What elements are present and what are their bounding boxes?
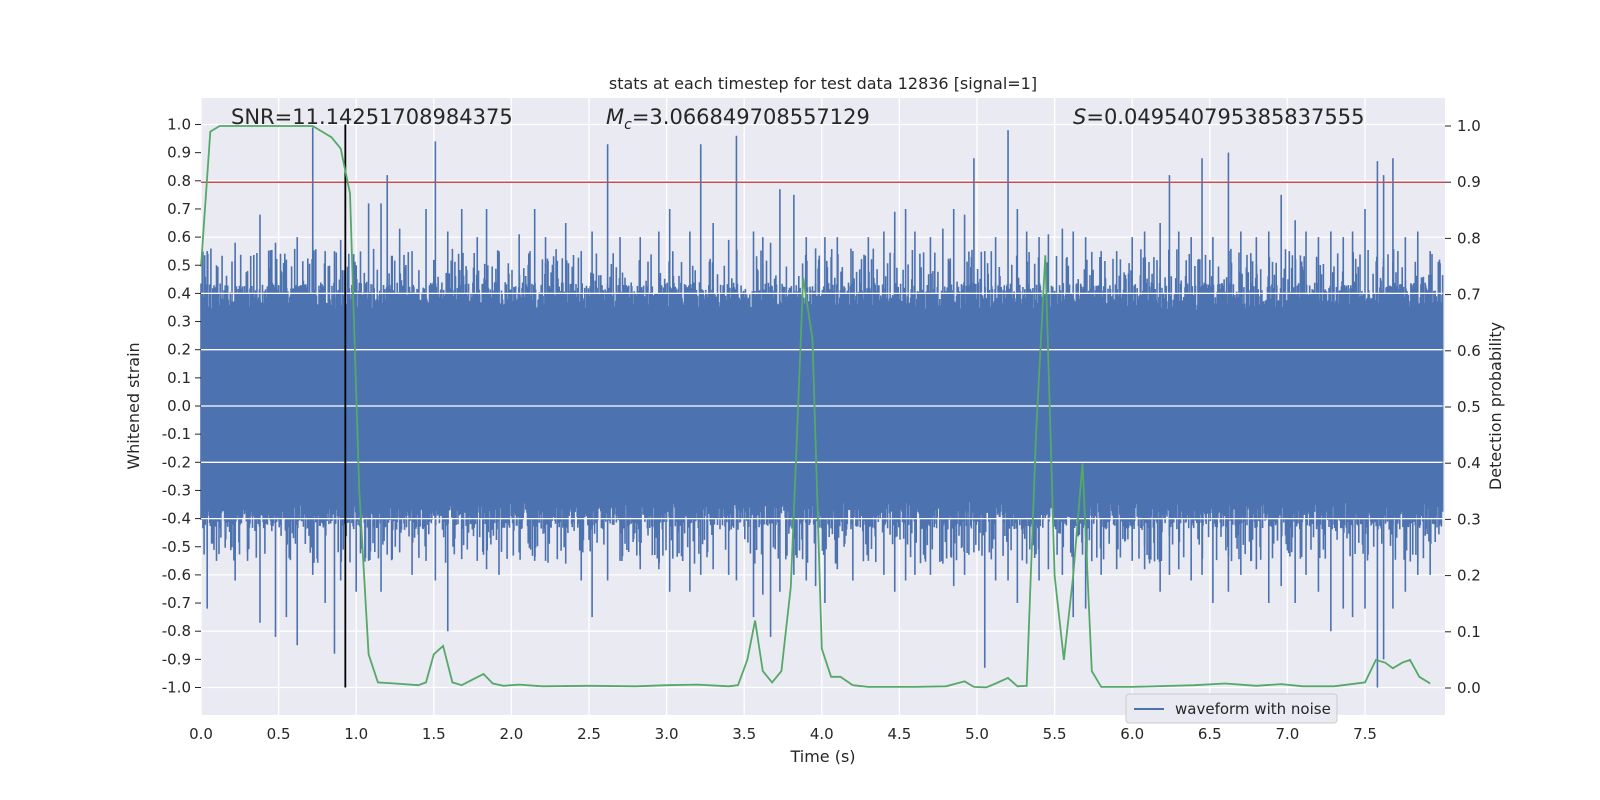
y-tick-label: -0.7 [162,594,191,612]
y-right-tick-label: 0.6 [1457,342,1481,360]
x-tick-label: 0.5 [267,725,291,743]
s-value: =0.049540795385837555 [1086,105,1364,129]
y-tick-label: 1.0 [167,116,191,134]
y-right-tick-label: 0.2 [1457,567,1481,585]
y-tick-label: 0.1 [167,369,191,387]
chirp-mass-symbol: M [606,105,624,129]
y-right-tick-label: 0.0 [1457,679,1481,697]
y-right-tick-label: 0.1 [1457,623,1481,641]
legend-label: waveform with noise [1175,700,1331,718]
chirp-mass-value: =3.066849708557129 [632,105,870,129]
y-tick-label: 0.5 [167,256,191,274]
y-tick-label: 0.7 [167,200,191,218]
y-tick-label: 0.3 [167,313,191,331]
x-axis-ticks: 0.0 0.5 1.0 1.5 2.0 2.5 3.0 3.5 4.0 4.5 5.0 5.5 6.0 6… [189,725,1377,743]
x-tick-label: 3.0 [655,725,679,743]
x-tick-label: 5.0 [965,725,989,743]
y-tick-label: 0.6 [167,228,191,246]
chirp-mass-subscript: c [624,117,632,133]
s-annotation: S=0.049540795385837555 [1073,105,1364,129]
x-tick-label: 1.5 [422,725,446,743]
y-axis-label: Whitened strain [124,342,143,469]
y-right-tick-label: 0.8 [1457,229,1481,247]
overlays [200,124,1445,689]
y-axis-ticks: 1.0 0.9 0.8 0.7 0.6 0.5 0.4 0.3 0.2 0.1 0.0 -0.1 -0.… [162,116,201,697]
x-axis-label: Time (s) [789,747,855,766]
y-tick-label: -1.0 [162,679,191,697]
snr-annotation: SNR=11.14251708984375 [231,105,513,129]
x-tick-label: 0.0 [189,725,213,743]
y-tick-label: -0.6 [162,566,191,584]
x-tick-label: 1.0 [344,725,368,743]
chirp-mass-annotation: Mc=3.066849708557129 [606,105,870,133]
legend: waveform with noise [1125,693,1338,724]
y-right-tick-label: 1.0 [1457,117,1481,135]
y-tick-label: -0.2 [162,453,191,471]
y-tick-label: -0.5 [162,538,191,556]
x-tick-label: 7.0 [1275,725,1299,743]
y-tick-label: -0.9 [162,650,191,668]
x-tick-label: 5.5 [1043,725,1067,743]
y-axis-right-label: Detection probability [1486,322,1505,490]
y-tick-label: 0.8 [167,172,191,190]
y-right-tick-label: 0.4 [1457,454,1481,472]
y-tick-label: 0.2 [167,341,191,359]
legend-box [1125,693,1338,724]
probability-line [200,125,1431,689]
y-tick-label: -0.1 [162,425,191,443]
y-axis-right-ticks: 1.0 0.9 0.8 0.7 0.6 0.5 0.4 0.3 0.2 0.1 0.0 [1445,117,1481,697]
y-right-tick-label: 0.7 [1457,286,1481,304]
y-right-tick-label: 0.5 [1457,398,1481,416]
x-tick-label: 7.5 [1353,725,1377,743]
y-right-tick-label: 0.3 [1457,510,1481,528]
waveform-series [200,127,1444,688]
x-tick-label: 6.0 [1120,725,1144,743]
y-tick-label: 0.4 [167,284,191,302]
y-tick-label: -0.8 [162,622,191,640]
y-tick-label: 0.9 [167,144,191,162]
y-tick-label: -0.3 [162,481,191,499]
y-tick-label: 0.0 [167,397,191,415]
chart-title: stats at each timestep for test data 128… [609,74,1037,93]
y-tick-label: -0.4 [162,510,191,528]
x-tick-label: 2.0 [499,725,523,743]
x-tick-label: 4.0 [810,725,834,743]
s-symbol: S [1073,105,1086,129]
x-tick-label: 4.5 [887,725,911,743]
x-tick-label: 6.5 [1198,725,1222,743]
y-right-tick-label: 0.9 [1457,173,1481,191]
x-tick-label: 3.5 [732,725,756,743]
x-tick-label: 2.5 [577,725,601,743]
